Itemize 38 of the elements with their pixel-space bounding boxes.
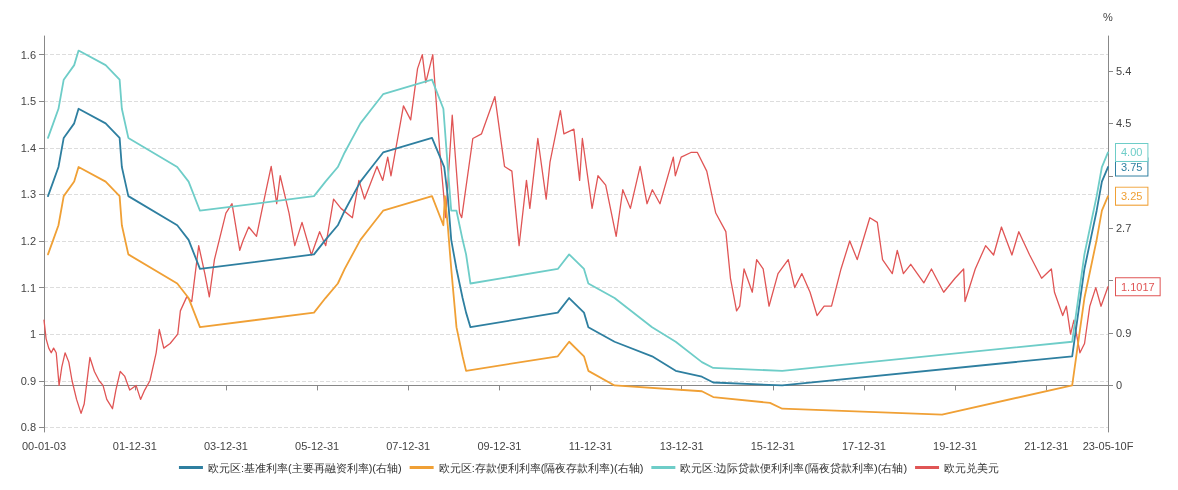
- legend-label: 欧元区:存款便利利率(隔夜存款利率)(右轴): [438, 461, 644, 474]
- y2-tick-label: 5.4: [1116, 64, 1132, 77]
- x-tick-label: 19-12-31: [933, 439, 978, 452]
- y2-tick-label: 0: [1116, 379, 1123, 392]
- y-tick-label: 0.9: [20, 374, 36, 387]
- legend-label: 欧元区:边际贷款便利利率(隔夜贷款利率)(右轴): [680, 461, 908, 474]
- line-series: [47, 166, 1109, 416]
- y-tick-label: 1: [29, 328, 36, 341]
- y-tick-label: 0.8: [20, 421, 36, 434]
- x-tick-label: 21-12-31: [1024, 439, 1069, 452]
- y-tick-label: 1.2: [20, 234, 36, 247]
- y-tick-label: 1.4: [20, 141, 36, 154]
- line-series: [47, 107, 1109, 387]
- y-tick-label: 1.3: [20, 188, 36, 201]
- y-tick-label: 1.6: [20, 48, 36, 61]
- y2-tick-label: 0.9: [1116, 327, 1132, 339]
- x-tick-label: 17-12-31: [841, 439, 886, 452]
- legend-label: 欧元兑美元: [944, 461, 1000, 474]
- x-tick-label: 23-05-10F: [1082, 439, 1134, 452]
- x-tick-label: 07-12-31: [386, 439, 431, 452]
- data-label: 3.75: [1121, 161, 1143, 174]
- data-label: 1.1017: [1121, 280, 1155, 293]
- y2-tick-label: 2.7: [1116, 222, 1132, 235]
- y-tick-label: 1.1: [20, 281, 36, 294]
- x-tick-label: 05-12-31: [295, 439, 340, 452]
- x-tick-label: 11-12-31: [568, 439, 613, 452]
- x-tick-label: 13-12-31: [659, 439, 704, 452]
- y2-tick-label: 4.5: [1116, 117, 1132, 130]
- x-tick-label: 01-12-31: [112, 439, 157, 452]
- legend-label: 欧元区:基准利率(主要再融资利率)(右轴): [207, 461, 402, 474]
- y-tick-label: 1.5: [20, 95, 36, 108]
- y2-axis-title: %: [1103, 10, 1114, 23]
- x-tick-label: 00-01-03: [21, 439, 67, 452]
- x-tick-label: 09-12-31: [477, 439, 522, 452]
- x-tick-label: 03-12-31: [203, 439, 248, 452]
- data-label: 3.25: [1121, 190, 1143, 203]
- x-tick-label: 15-12-31: [750, 439, 795, 452]
- data-label: 4.00: [1121, 146, 1143, 159]
